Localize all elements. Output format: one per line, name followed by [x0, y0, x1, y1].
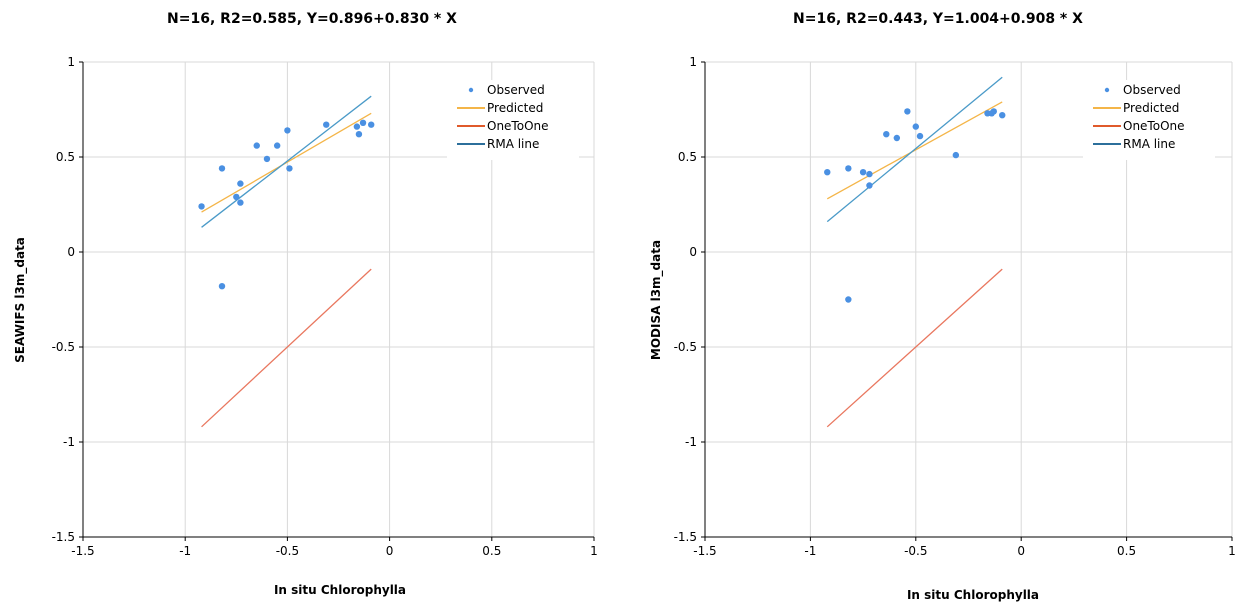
- legend-marker-observed: [468, 87, 474, 93]
- observed-point: [233, 193, 240, 201]
- observed-point: [263, 155, 271, 163]
- observed-point: [824, 169, 831, 176]
- observed-point: [859, 169, 867, 176]
- observed-point: [286, 165, 293, 172]
- y-tick-label: -0.5: [674, 340, 697, 354]
- series-line-onetoone: [201, 268, 372, 428]
- series-line-onetoone: [826, 268, 1003, 428]
- x-axis-label: In situ Chlorophylla: [907, 588, 1039, 602]
- observed-point: [904, 108, 911, 115]
- observed-point: [359, 119, 367, 127]
- chart-title: N=16, R2=0.585, Y=0.896+0.830 * X: [167, 11, 457, 27]
- y-tick-label: -1.5: [52, 530, 75, 544]
- y-tick-label: -1: [63, 435, 75, 449]
- observed-point: [253, 142, 260, 149]
- series-line-rma-line: [826, 76, 1003, 223]
- x-tick-label: 0: [1017, 544, 1025, 558]
- observed-point: [893, 134, 901, 142]
- series-line-predicted: [201, 112, 372, 213]
- x-tick-label: -0.5: [904, 544, 927, 558]
- observed-point: [368, 121, 375, 128]
- observed-point: [237, 199, 244, 206]
- legend-marker-observed: [1104, 87, 1110, 93]
- legend-label: Observed: [487, 83, 545, 97]
- observed-point: [845, 296, 852, 303]
- observed-point: [916, 132, 924, 140]
- legend-label: RMA line: [487, 137, 539, 151]
- x-tick-label: 0.5: [482, 544, 501, 558]
- observed-point: [237, 180, 244, 187]
- observed-point: [952, 151, 960, 159]
- series-line-predicted: [826, 101, 1003, 200]
- y-tick-label: -0.5: [52, 340, 75, 354]
- x-tick-label: 0.5: [1117, 544, 1136, 558]
- x-tick-label: 1: [590, 544, 598, 558]
- observed-point: [198, 203, 205, 210]
- legend: Observed Predicted OneToOne RMA line: [1083, 80, 1215, 160]
- legend-label: OneToOne: [487, 119, 549, 133]
- x-tick-label: -1: [179, 544, 191, 558]
- chart-panel-2: -1.5 -1 -0.5 0 0.5 1 -1.5 -1 -0.5 0 0.5 1 N=16, R2=0…: [649, 11, 1235, 602]
- y-tick-label: -1: [685, 435, 697, 449]
- legend-label: RMA line: [1123, 137, 1175, 151]
- observed-point: [353, 123, 361, 130]
- legend-box: [447, 80, 579, 160]
- legend: Observed Predicted OneToOne RMA line: [447, 80, 579, 160]
- y-tick-label: -1.5: [674, 530, 697, 544]
- observed-point: [990, 108, 997, 115]
- observed-point: [912, 123, 919, 130]
- observed-point: [323, 121, 330, 128]
- x-tick-label: -1.5: [71, 544, 94, 558]
- observed-point: [355, 131, 363, 138]
- observed-point: [866, 170, 873, 178]
- chart-title: N=16, R2=0.443, Y=1.004+0.908 * X: [793, 11, 1083, 27]
- observed-point: [845, 165, 852, 172]
- x-tick-label: 0: [386, 544, 394, 558]
- x-tick-label: 1: [1228, 544, 1235, 558]
- x-tick-label: -1.5: [693, 544, 716, 558]
- legend-label: OneToOne: [1123, 119, 1185, 133]
- y-tick-label: 0.5: [678, 150, 697, 164]
- observed-point: [866, 182, 873, 189]
- x-tick-label: -0.5: [276, 544, 299, 558]
- observed-point: [883, 131, 890, 138]
- y-tick-label: 0: [67, 245, 75, 259]
- legend-label: Predicted: [1123, 101, 1179, 115]
- series-line-rma-line: [201, 95, 372, 228]
- y-tick-label: 1: [689, 55, 697, 69]
- observed-point: [218, 165, 226, 172]
- y-axis-label: MODISA l3m_data: [649, 240, 664, 360]
- legend-label: Predicted: [487, 101, 543, 115]
- y-tick-label: 0: [689, 245, 697, 259]
- legend-label: Observed: [1123, 83, 1181, 97]
- y-tick-label: 1: [67, 55, 75, 69]
- observed-point: [273, 142, 281, 149]
- observed-point: [999, 112, 1006, 119]
- y-tick-label: 0.5: [56, 150, 75, 164]
- chart-panel-1: -1.5 -1 -0.5 0 0.5 1 -1.5 -1 -0.5 0 0.5 1 N=16, R2=0…: [13, 11, 598, 597]
- legend-box: [1083, 80, 1215, 160]
- observed-point: [218, 283, 226, 290]
- x-tick-label: -1: [804, 544, 816, 558]
- y-axis-label: SEAWIFS l3m_data: [13, 237, 28, 363]
- observed-point: [284, 127, 291, 134]
- x-axis-label: In situ Chlorophylla: [274, 583, 406, 597]
